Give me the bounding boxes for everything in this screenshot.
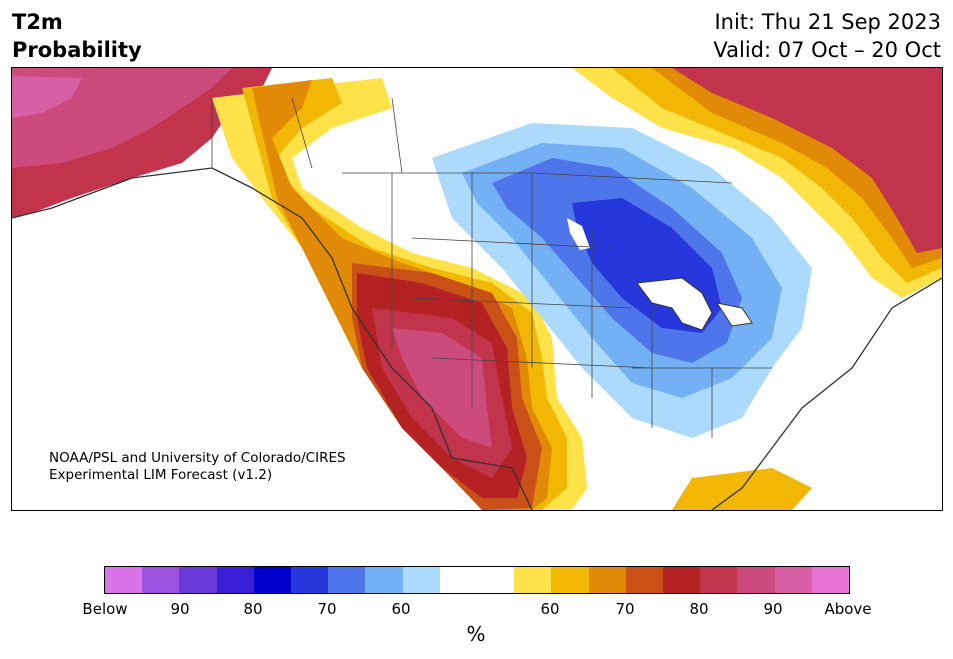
colorbar-unit: %	[466, 622, 486, 646]
lake-winnipeg	[567, 218, 590, 250]
valid-range: Valid: 07 Oct – 20 Oct	[713, 38, 941, 62]
map-title: T2m Probability	[12, 8, 142, 64]
colorbar-segment-1	[142, 567, 180, 593]
colorbar-segment-19	[811, 567, 850, 593]
colorbar-segment-5	[291, 567, 329, 593]
colorbar-segment-7	[365, 567, 403, 593]
probability-map	[11, 67, 943, 511]
forecast-dates: Init: Thu 21 Sep 2023 Valid: 07 Oct – 20…	[713, 8, 941, 64]
coastline	[12, 167, 942, 510]
probability-colorbar	[104, 566, 850, 594]
colorbar-tick-4: 60	[391, 600, 411, 618]
colorbar-tick-7: 80	[689, 600, 709, 618]
colorbar-tick-6: 70	[615, 600, 635, 618]
colorbar-segment-11	[514, 567, 552, 593]
colorbar-tick-0: Below	[82, 600, 128, 618]
colorbar-segment-2	[179, 567, 217, 593]
colorbar-segment-16	[700, 567, 738, 593]
colorbar-segment-18	[774, 567, 812, 593]
colorbar-tick-5: 60	[540, 600, 560, 618]
colorbar-tick-9: Above	[824, 600, 872, 618]
map-canvas	[12, 68, 942, 510]
title-variable: T2m	[12, 10, 63, 34]
colorbar-tick-8: 90	[763, 600, 783, 618]
state-borders	[211, 97, 772, 438]
colorbar-segment-9	[439, 567, 478, 593]
colorbar-segment-17	[737, 567, 775, 593]
colorbar-segment-4	[253, 567, 292, 593]
colorbar-segment-14	[625, 567, 664, 593]
credit-line-2: Experimental LIM Forecast (v1.2)	[49, 467, 273, 483]
credit-line-1: NOAA/PSL and University of Colorado/CIRE…	[49, 450, 346, 466]
colorbar-segment-3	[216, 567, 254, 593]
title-probability: Probability	[12, 38, 142, 62]
southwest-above-top	[392, 328, 492, 448]
colorbar-segment-15	[663, 567, 701, 593]
colorbar-segment-10	[477, 567, 515, 593]
colorbar-tick-3: 70	[317, 600, 337, 618]
great-lakes	[636, 277, 753, 331]
alaska-above-max	[12, 76, 82, 118]
colorbar-tick-2: 80	[243, 600, 263, 618]
init-date: Init: Thu 21 Sep 2023	[714, 10, 941, 34]
colorbar-segment-12	[551, 567, 589, 593]
colorbar-segment-13	[588, 567, 626, 593]
northeast-above	[672, 68, 942, 253]
colorbar-segment-8	[402, 567, 440, 593]
credit-text: NOAA/PSL and University of Colorado/CIRE…	[49, 450, 346, 484]
colorbar-tick-1: 90	[170, 600, 190, 618]
colorbar-segment-0	[105, 567, 143, 593]
colorbar-segment-6	[328, 567, 366, 593]
caribbean-warm	[672, 468, 812, 510]
